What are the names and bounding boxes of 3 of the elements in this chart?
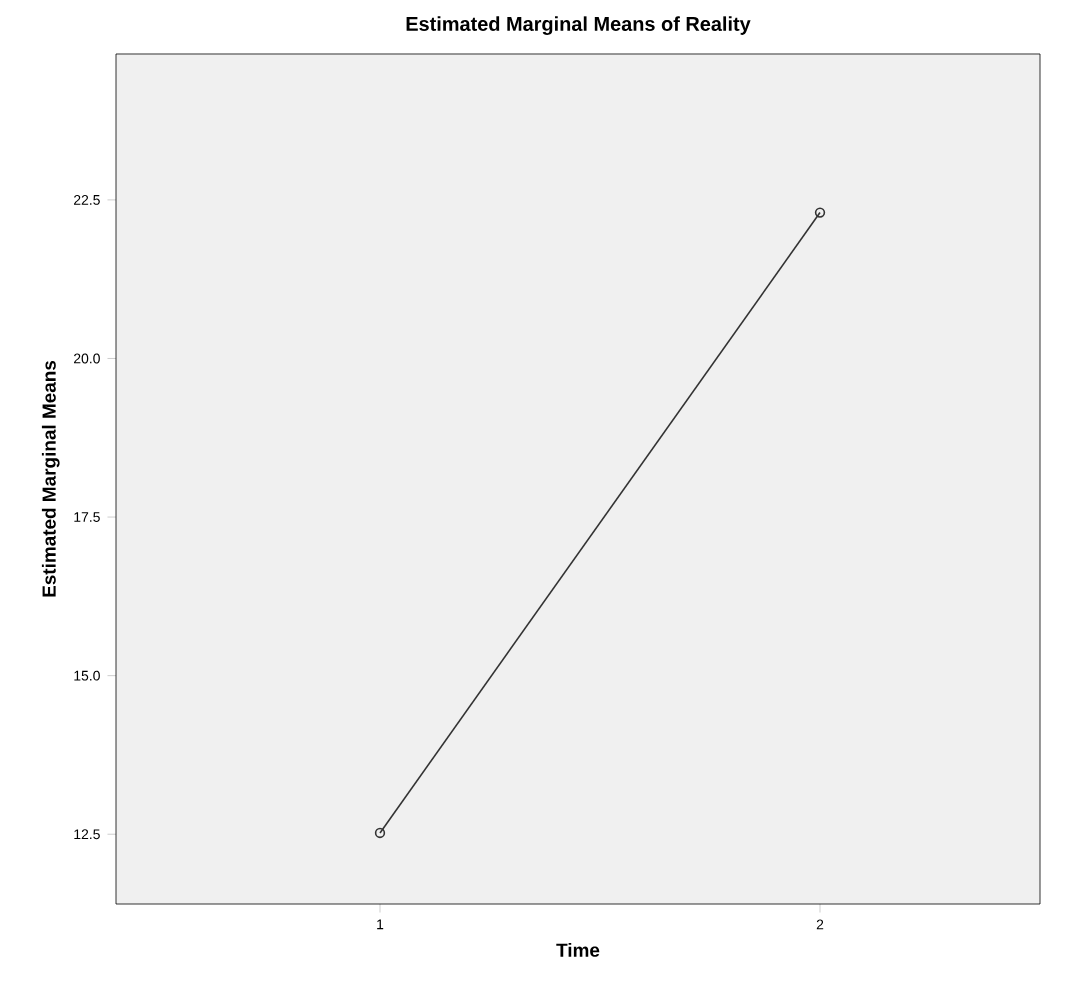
y-axis-title: Estimated Marginal Means	[41, 360, 60, 597]
chart-title: Estimated Marginal Means of Reality	[406, 16, 751, 35]
x-axis-title: Time	[556, 942, 600, 957]
